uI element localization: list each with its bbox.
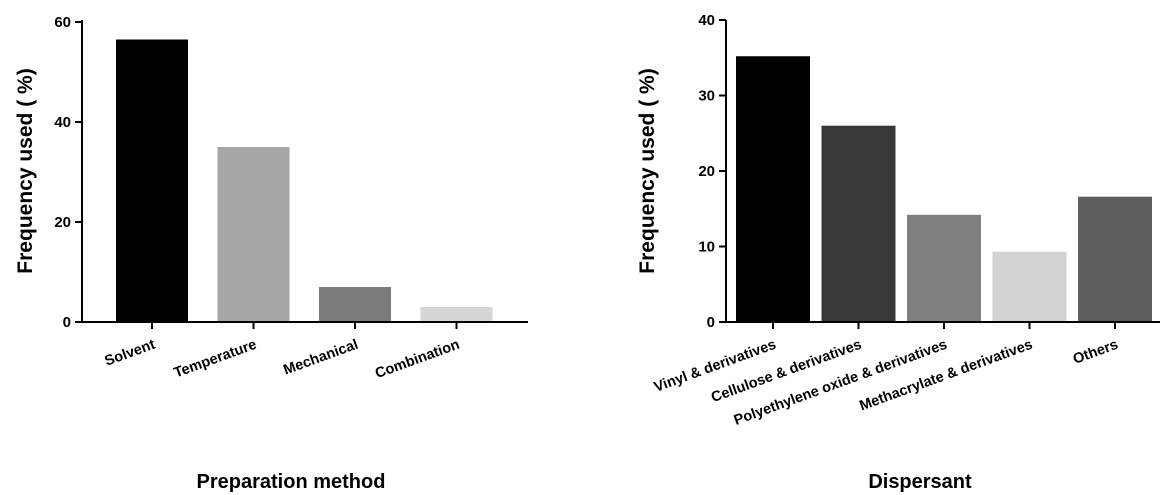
x-axis-label: Preparation method xyxy=(197,471,386,493)
y-tick-label: 0 xyxy=(707,314,715,331)
x-tick-label: Others xyxy=(1071,337,1120,368)
bar xyxy=(116,39,188,322)
y-tick-label: 40 xyxy=(54,114,71,131)
x-tick-label: Combination xyxy=(373,337,462,382)
y-tick-marks: 0 20 40 60 xyxy=(54,14,82,331)
y-axis-label: Frequency used ( %) xyxy=(14,68,37,273)
x-tick-label: Temperature xyxy=(172,337,259,382)
bar-series xyxy=(116,39,493,322)
y-tick-label: 40 xyxy=(698,12,715,29)
x-tick-label: Mechanical xyxy=(281,337,360,379)
bar xyxy=(217,147,290,322)
bar xyxy=(907,214,981,322)
y-tick-marks: 0 10 20 30 40 xyxy=(698,12,726,331)
bar xyxy=(420,307,493,322)
x-axis-label: Dispersant xyxy=(868,471,972,493)
y-tick-label: 60 xyxy=(54,14,71,31)
y-axis-label: Frequency used ( %) xyxy=(636,68,659,273)
bar xyxy=(821,125,896,322)
bar xyxy=(736,56,810,323)
y-tick-label: 20 xyxy=(698,163,715,180)
bar-series xyxy=(736,56,1152,323)
y-tick-label: 20 xyxy=(54,214,71,231)
chart-preparation-method: 0 20 40 60 Solvent Temperature Mechanical Comb… xyxy=(14,14,528,493)
x-tick-marks: Solvent Temperature Mechanical Combination xyxy=(103,322,462,382)
x-tick-label: Solvent xyxy=(103,337,158,370)
y-tick-label: 30 xyxy=(698,88,715,105)
y-tick-label: 10 xyxy=(698,239,715,256)
y-tick-label: 0 xyxy=(63,314,71,331)
bar xyxy=(1078,196,1152,322)
bar xyxy=(992,251,1067,322)
bar xyxy=(319,287,391,322)
